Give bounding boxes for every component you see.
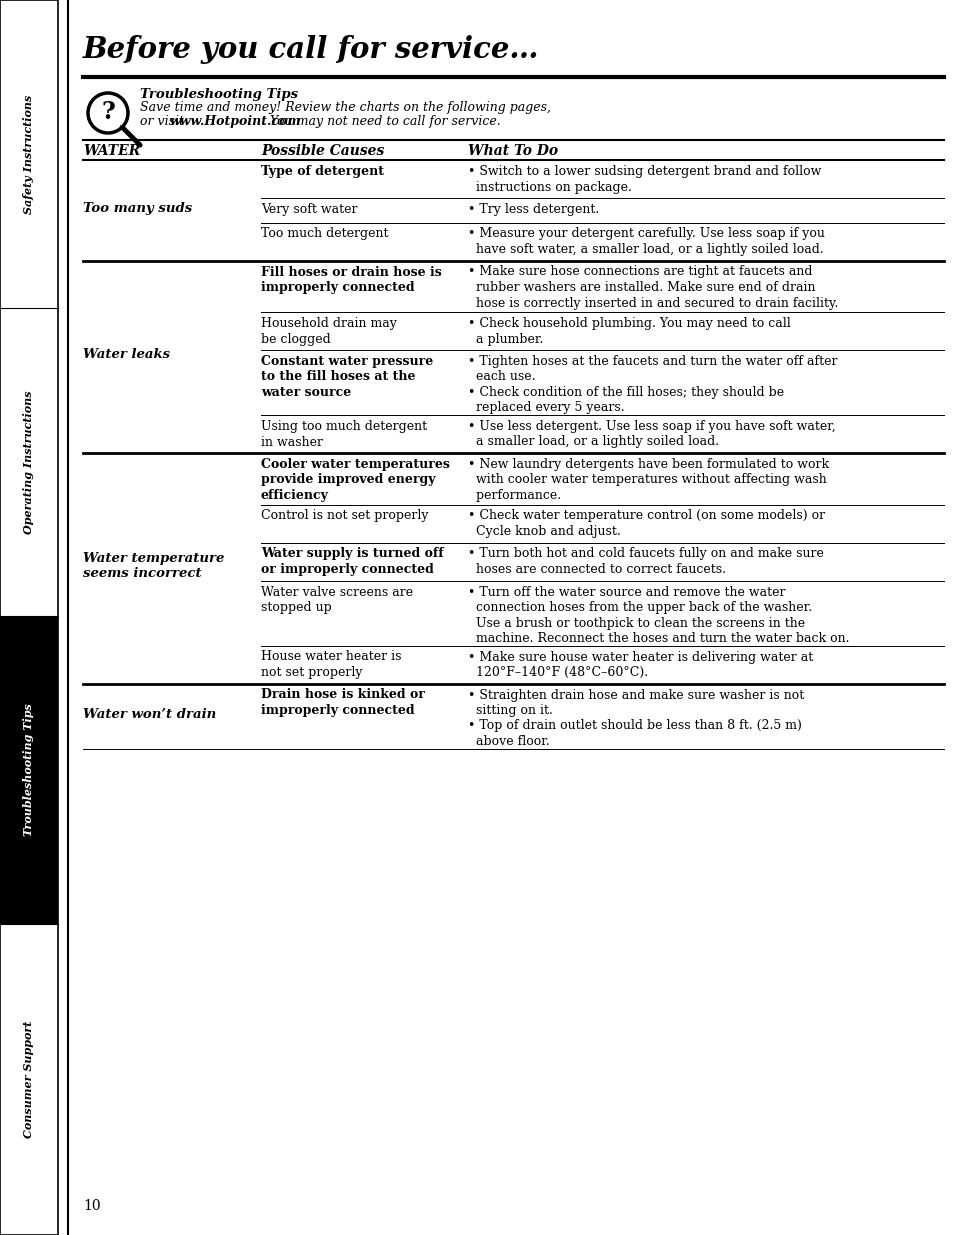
Text: Household drain may
be clogged: Household drain may be clogged	[261, 317, 396, 346]
Text: Operating Instructions: Operating Instructions	[24, 390, 34, 534]
Text: Fill hoses or drain hose is
improperly connected: Fill hoses or drain hose is improperly c…	[261, 266, 441, 294]
Text: • Check water temperature control (on some models) or
  Cycle knob and adjust.: • Check water temperature control (on so…	[468, 510, 824, 538]
Text: Too many suds: Too many suds	[83, 201, 193, 215]
Text: Water leaks: Water leaks	[83, 348, 170, 362]
Text: • Turn off the water source and remove the water
  connection hoses from the upp: • Turn off the water source and remove t…	[468, 585, 848, 645]
Text: Safety Instructions: Safety Instructions	[24, 94, 34, 214]
Bar	[0, 616, 58, 924]
Bar	[0, 0, 58, 1235]
Text: • Make sure house water heater is delivering water at
  120°F–140°F (48°C–60°C).: • Make sure house water heater is delive…	[468, 651, 812, 679]
Bar	[0, 924, 58, 1235]
Text: Too much detergent: Too much detergent	[261, 227, 388, 241]
Text: Constant water pressure
to the fill hoses at the
water source: Constant water pressure to the fill hose…	[261, 354, 433, 399]
Text: Water supply is turned off
or improperly connected: Water supply is turned off or improperly…	[261, 547, 443, 576]
Text: Cooler water temperatures
provide improved energy
efficiency: Cooler water temperatures provide improv…	[261, 458, 450, 501]
Text: Control is not set properly: Control is not set properly	[261, 510, 428, 522]
Text: Type of detergent: Type of detergent	[261, 165, 384, 178]
Text: What To Do: What To Do	[468, 144, 558, 158]
Text: • Use less detergent. Use less soap if you have soft water,
  a smaller load, or: • Use less detergent. Use less soap if y…	[468, 420, 835, 448]
Text: WATER: WATER	[83, 144, 140, 158]
Text: Very soft water: Very soft water	[261, 203, 357, 216]
Text: ?: ?	[101, 100, 114, 124]
Text: • Make sure hose connections are tight at faucets and
  rubber washers are insta: • Make sure hose connections are tight a…	[468, 266, 838, 310]
Text: . You may not need to call for service.: . You may not need to call for service.	[262, 115, 500, 128]
Text: Consumer Support: Consumer Support	[24, 1021, 34, 1139]
Bar	[0, 0, 58, 308]
Text: Troubleshooting Tips: Troubleshooting Tips	[24, 704, 34, 836]
Bar	[0, 308, 58, 616]
Text: Possible Causes: Possible Causes	[261, 144, 384, 158]
Text: www.Hotpoint.com: www.Hotpoint.com	[170, 115, 301, 128]
Text: • Check household plumbing. You may need to call
  a plumber.: • Check household plumbing. You may need…	[468, 317, 790, 346]
Text: • Tighten hoses at the faucets and turn the water off after
  each use.
• Check : • Tighten hoses at the faucets and turn …	[468, 354, 837, 415]
Text: • Measure your detergent carefully. Use less soap if you
  have soft water, a sm: • Measure your detergent carefully. Use …	[468, 227, 824, 256]
Text: • Switch to a lower sudsing detergent brand and follow
  instructions on package: • Switch to a lower sudsing detergent br…	[468, 165, 821, 194]
Text: Troubleshooting Tips: Troubleshooting Tips	[140, 88, 297, 101]
Text: • New laundry detergents have been formulated to work
  with cooler water temper: • New laundry detergents have been formu…	[468, 458, 828, 501]
Text: Save time and money! Review the charts on the following pages,: Save time and money! Review the charts o…	[140, 101, 551, 114]
Text: • Straighten drain hose and make sure washer is not
  sitting on it.
• Top of dr: • Straighten drain hose and make sure wa…	[468, 688, 803, 748]
Text: Before you call for service…: Before you call for service…	[83, 35, 539, 64]
Text: Water won’t drain: Water won’t drain	[83, 708, 216, 720]
Text: Water temperature
seems incorrect: Water temperature seems incorrect	[83, 552, 224, 580]
Text: • Turn both hot and cold faucets fully on and make sure
  hoses are connected to: • Turn both hot and cold faucets fully o…	[468, 547, 823, 576]
Text: Water valve screens are
stopped up: Water valve screens are stopped up	[261, 585, 413, 614]
Text: House water heater is
not set properly: House water heater is not set properly	[261, 651, 401, 679]
Text: Using too much detergent
in washer: Using too much detergent in washer	[261, 420, 427, 448]
Text: or visit: or visit	[140, 115, 188, 128]
Text: • Try less detergent.: • Try less detergent.	[468, 203, 598, 216]
Text: 10: 10	[83, 1199, 100, 1213]
Text: Drain hose is kinked or
improperly connected: Drain hose is kinked or improperly conne…	[261, 688, 424, 718]
